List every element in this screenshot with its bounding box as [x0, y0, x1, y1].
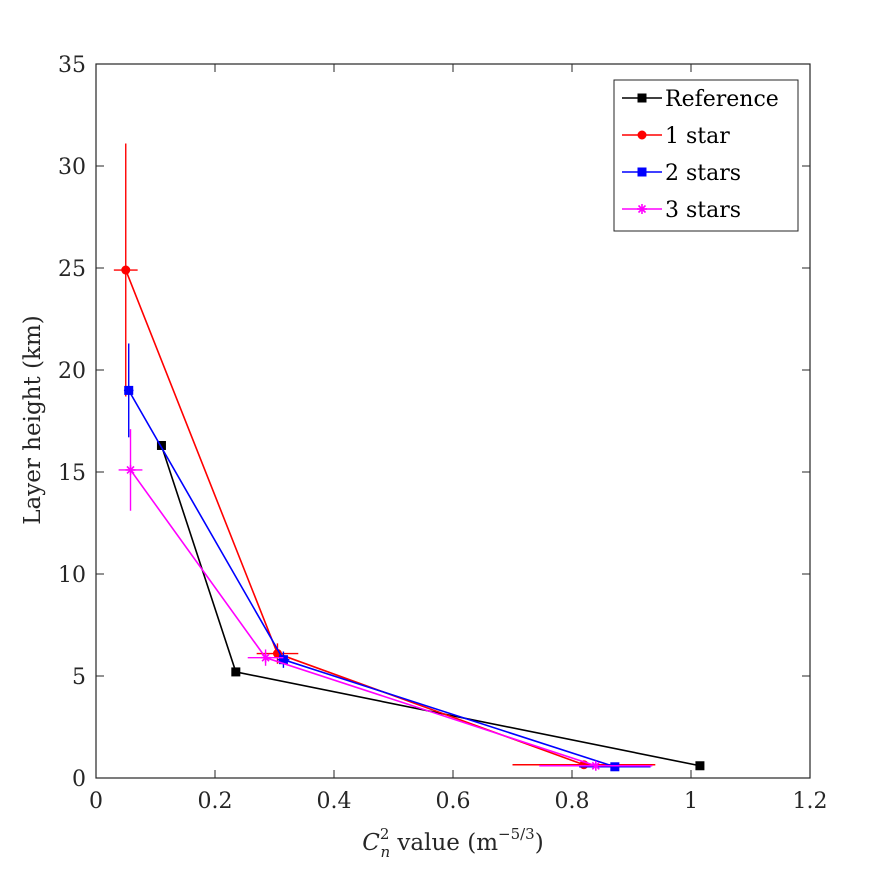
legend-marker: [637, 167, 647, 177]
series-line-reference: [160, 445, 701, 767]
legend-marker: [637, 130, 647, 140]
data-point: [156, 440, 166, 450]
series-2-stars: [123, 343, 651, 772]
data-point: [610, 762, 620, 772]
tick-labels-layer: 0 0.2 0.4 0.6 0.8 1 1.2 0 5 10 15 20 25 30 35: [58, 53, 828, 814]
legend-entry-3-stars: 3 stars: [622, 198, 741, 223]
legend-label: 2 stars: [665, 161, 741, 186]
data-point: [125, 464, 136, 475]
series-layer: [113, 143, 705, 772]
x-axis-label-sup: 2: [380, 825, 390, 843]
x-axis-label-close: ): [535, 830, 544, 856]
data-point: [260, 652, 271, 663]
x-axis-label: C2 n value (m−5/3): [362, 825, 543, 861]
y-axis-label: Layer height (km): [20, 315, 46, 524]
series-3-stars: [118, 429, 653, 771]
legend: Reference 1 star 2 stars 3 stars: [613, 79, 799, 232]
legend-entry-reference: Reference: [622, 87, 779, 112]
data-point: [695, 761, 705, 771]
x-tick-label: 1.2: [793, 789, 828, 814]
y-tick-label: 25: [58, 257, 86, 282]
y-tick-label: 35: [58, 53, 86, 78]
plot-frame: [95, 63, 811, 779]
legend-label: 3 stars: [665, 198, 741, 223]
legend-marker: [637, 204, 647, 214]
series-reference: [156, 440, 705, 771]
x-tick-label: 0.8: [555, 789, 590, 814]
series-line-2-stars: [128, 390, 616, 768]
y-tick-label: 10: [58, 563, 86, 588]
y-tick-label: 0: [72, 767, 86, 792]
series-line-1-star: [125, 269, 585, 766]
legend-marker: [637, 93, 647, 103]
x-axis-label-symbol: C: [362, 830, 380, 856]
x-tick-label: 0.2: [198, 789, 233, 814]
y-tick-label: 15: [58, 461, 86, 486]
x-axis-label-sub: n: [380, 843, 390, 861]
data-point: [121, 265, 131, 275]
x-tick-label: 0.6: [436, 789, 471, 814]
data-point: [590, 760, 601, 771]
y-tick-label: 20: [58, 359, 86, 384]
legend-label: 1 star: [665, 124, 730, 149]
legend-entry-1-star: 1 star: [622, 124, 730, 149]
data-point: [231, 667, 241, 677]
x-tick-label: 0: [89, 789, 103, 814]
y-tick-label: 30: [58, 155, 86, 180]
x-axis-label-text: value (m: [390, 830, 498, 856]
x-axis-label-unit-sup: −5/3: [498, 825, 535, 843]
legend-entry-2-stars: 2 stars: [622, 161, 741, 186]
series-1-star: [113, 143, 656, 770]
x-tick-label: 0.4: [317, 789, 352, 814]
x-tick-label: 1: [684, 789, 698, 814]
y-tick-label: 5: [72, 665, 86, 690]
data-point: [124, 385, 134, 395]
legend-label: Reference: [665, 87, 779, 112]
legend-entries: Reference 1 star 2 stars 3 stars: [622, 87, 779, 223]
